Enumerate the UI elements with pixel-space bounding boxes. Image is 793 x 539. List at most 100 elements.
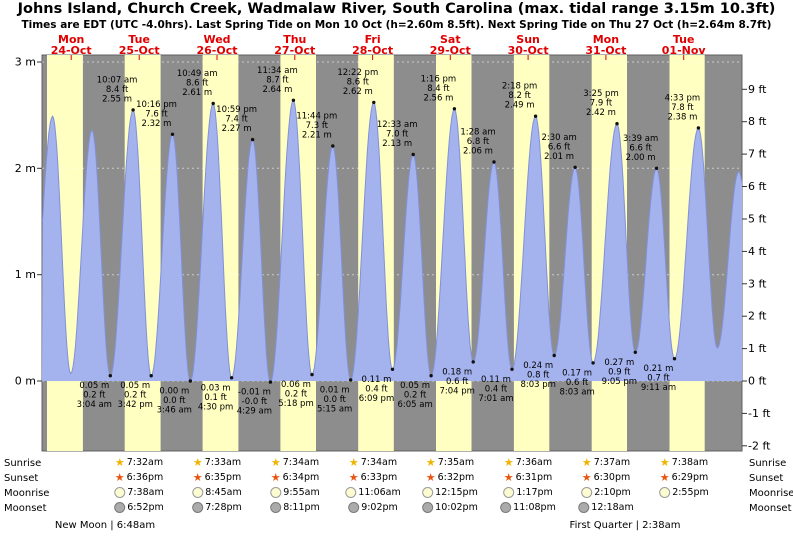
- y-axis-left-label: 2 m: [15, 162, 36, 175]
- tide-annotation: 0.18 m 0.6 ft 7:04 pm: [439, 367, 474, 396]
- moonrise-entry: 2:55pm: [659, 487, 709, 498]
- tide-extreme-dot: [310, 372, 314, 377]
- tide-annotation: 0.05 m 0.2 ft 3:42 pm: [117, 381, 152, 410]
- sunset-time: 6:33pm: [360, 472, 398, 483]
- day-date-label: 01-Nov: [662, 44, 707, 57]
- sunset-icon: ★: [659, 471, 670, 484]
- y-axis-left-label: 1 m: [15, 268, 36, 281]
- tide-annotation: 0.24 m 0.8 ft 8:03 pm: [520, 361, 555, 390]
- tide-annotation: 4:33 pm 7.8 ft 2.38 m: [665, 93, 700, 122]
- tide-annotation: 3:25 pm 7.9 ft 2.42 m: [583, 89, 618, 118]
- y-axis-left-label: 0 m: [15, 375, 36, 388]
- moonset-time: 6:52pm: [127, 502, 164, 513]
- sunset-time: 6:32pm: [437, 472, 475, 483]
- y-axis-right-label: -2 ft: [748, 439, 771, 452]
- sunset-entry: ★ 6:35pm: [193, 472, 242, 483]
- tide-extreme-dot: [429, 374, 433, 378]
- tide-extreme-dot: [149, 374, 153, 378]
- sunrise-entry: ★ 7:35am: [426, 457, 474, 468]
- day-date-label: 29-Oct: [430, 44, 471, 57]
- tide-annotation: 11:44 pm 7.3 ft 2.21 m: [296, 112, 337, 141]
- sunrise-icon: ★: [270, 456, 281, 469]
- tide-annotation: 0.21 m 0.7 ft 9:11 am: [641, 364, 676, 393]
- sunrise-entry: ★ 7:34am: [349, 457, 397, 468]
- y-axis-right-label: 7 ft: [748, 148, 767, 161]
- almanac-row-moonset: Moonset Moonset 6:52pm 7:28pm 8:11pm 9:02pm 10…: [0, 502, 793, 517]
- y-axis-right-label: 3 ft: [748, 277, 767, 290]
- sunset-label-right: Sunset: [749, 473, 784, 484]
- sunset-icon: ★: [503, 471, 514, 484]
- y-axis-right-label: -1 ft: [748, 407, 771, 420]
- sunrise-time: 7:34am: [282, 457, 320, 468]
- tide-extreme-dot: [372, 100, 376, 105]
- sunset-icon: ★: [192, 471, 203, 484]
- moonrise-entry: 11:06am: [345, 487, 401, 498]
- tide-extreme-dot: [211, 101, 215, 106]
- moonset-entry: 10:02pm: [422, 502, 478, 513]
- tide-annotation: 2:30 am 6.6 ft 2.01 m: [541, 133, 576, 162]
- tide-annotation: 0.03 m 0.1 ft 4:30 pm: [198, 383, 233, 412]
- sunset-entry: ★ 6:33pm: [349, 472, 398, 483]
- moonrise-label-left: Moonrise: [4, 488, 50, 499]
- tide-extreme-dot: [108, 374, 113, 378]
- moonrise-icon: [581, 487, 593, 498]
- sunset-entry: ★ 6:31pm: [504, 472, 553, 483]
- day-name-label: Mon: [58, 33, 84, 46]
- sunrise-entry: ★ 7:33am: [193, 457, 241, 468]
- tide-annotation: 1:28 am 6.8 ft 2.06 m: [460, 128, 495, 157]
- y-axis-right-label: 5 ft: [748, 213, 767, 226]
- moonset-icon: [578, 502, 590, 513]
- tide-annotation: 0.11 m 0.4 ft 7:01 am: [478, 375, 513, 404]
- y-axis-right-label: 0 ft: [748, 375, 767, 388]
- moonrise-time: 9:55am: [283, 487, 320, 498]
- y-axis-right-label: 9 ft: [748, 83, 767, 96]
- tide-extreme-dot: [492, 160, 496, 164]
- sunset-entry: ★ 6:32pm: [426, 472, 475, 483]
- moonset-time: 7:28pm: [205, 502, 242, 513]
- moonset-entry: 9:02pm: [348, 502, 398, 513]
- tide-curve: [42, 99, 743, 384]
- first-quarter-label: First Quarter | 2:38am: [569, 520, 681, 531]
- sunrise-label-right: Sunrise: [749, 458, 787, 469]
- sunrise-icon: ★: [114, 456, 125, 469]
- sunset-icon: ★: [581, 471, 592, 484]
- day-name-label: Sun: [516, 33, 540, 46]
- moonset-label-right: Moonset: [749, 503, 792, 514]
- almanac-row-sunset: Sunset Sunset ★ 6:36pm ★ 6:35pm ★ 6:34pm ★ 6:33pm…: [0, 472, 793, 487]
- moonrise-icon: [503, 487, 515, 498]
- sunset-icon: ★: [425, 471, 436, 484]
- sunset-entry: ★ 6:36pm: [115, 472, 164, 483]
- y-axis-left-label: 3 m: [15, 56, 36, 69]
- tide-annotation: 2:18 pm 8.2 ft 2.49 m: [502, 82, 537, 111]
- tide-extreme-dot: [552, 353, 556, 358]
- sunrise-time: 7:36am: [515, 457, 553, 468]
- tide-annotation: 0.17 m 0.6 ft 8:03 am: [559, 368, 594, 397]
- tide-extreme-dot: [633, 350, 637, 354]
- sunset-time: 6:34pm: [282, 472, 320, 483]
- moonset-icon: [348, 502, 360, 513]
- tide-annotation: 0.01 m 0.0 ft 5:15 am: [317, 385, 352, 414]
- tide-annotation: 0.00 m 0.0 ft 3:46 am: [157, 387, 192, 416]
- tide-extreme-dot: [250, 137, 255, 142]
- tide-extreme-dot: [615, 122, 619, 126]
- tide-extreme-dot: [411, 152, 415, 157]
- moonrise-time: 2:55pm: [672, 487, 709, 498]
- moonrise-icon: [270, 487, 282, 498]
- sunset-time: 6:31pm: [515, 472, 553, 483]
- tide-extreme-dot: [268, 380, 273, 384]
- moonset-time: 11:08pm: [513, 502, 556, 513]
- page-title: Johns Island, Church Creek, Wadmalaw Riv…: [17, 1, 776, 17]
- moonrise-time: 2:10pm: [594, 487, 631, 498]
- moonrise-entry: 9:55am: [270, 487, 320, 498]
- moonrise-entry: 1:17pm: [503, 487, 553, 498]
- moonset-entry: 11:08pm: [500, 502, 556, 513]
- moonrise-icon: [422, 487, 434, 498]
- tide-annotation: 12:33 am 7.0 ft 2.13 m: [377, 120, 418, 149]
- tide-annotation: 10:07 am 8.4 ft 2.55 m: [97, 75, 138, 104]
- tide-chart: 0.05 m 0.2 ft 3:04 am 10:07 am 8.4 ft 2.55 m 0…: [15, 33, 771, 452]
- almanac-row-sunrise: Sunrise Sunrise ★ 7:32am ★ 7:33am ★ 7:34am ★ 7:34…: [0, 457, 793, 472]
- moonset-entry: 7:28pm: [192, 502, 242, 513]
- moonset-time: 12:18am: [591, 502, 634, 513]
- tide-extreme-dot: [170, 132, 175, 136]
- sunrise-icon: ★: [659, 456, 670, 469]
